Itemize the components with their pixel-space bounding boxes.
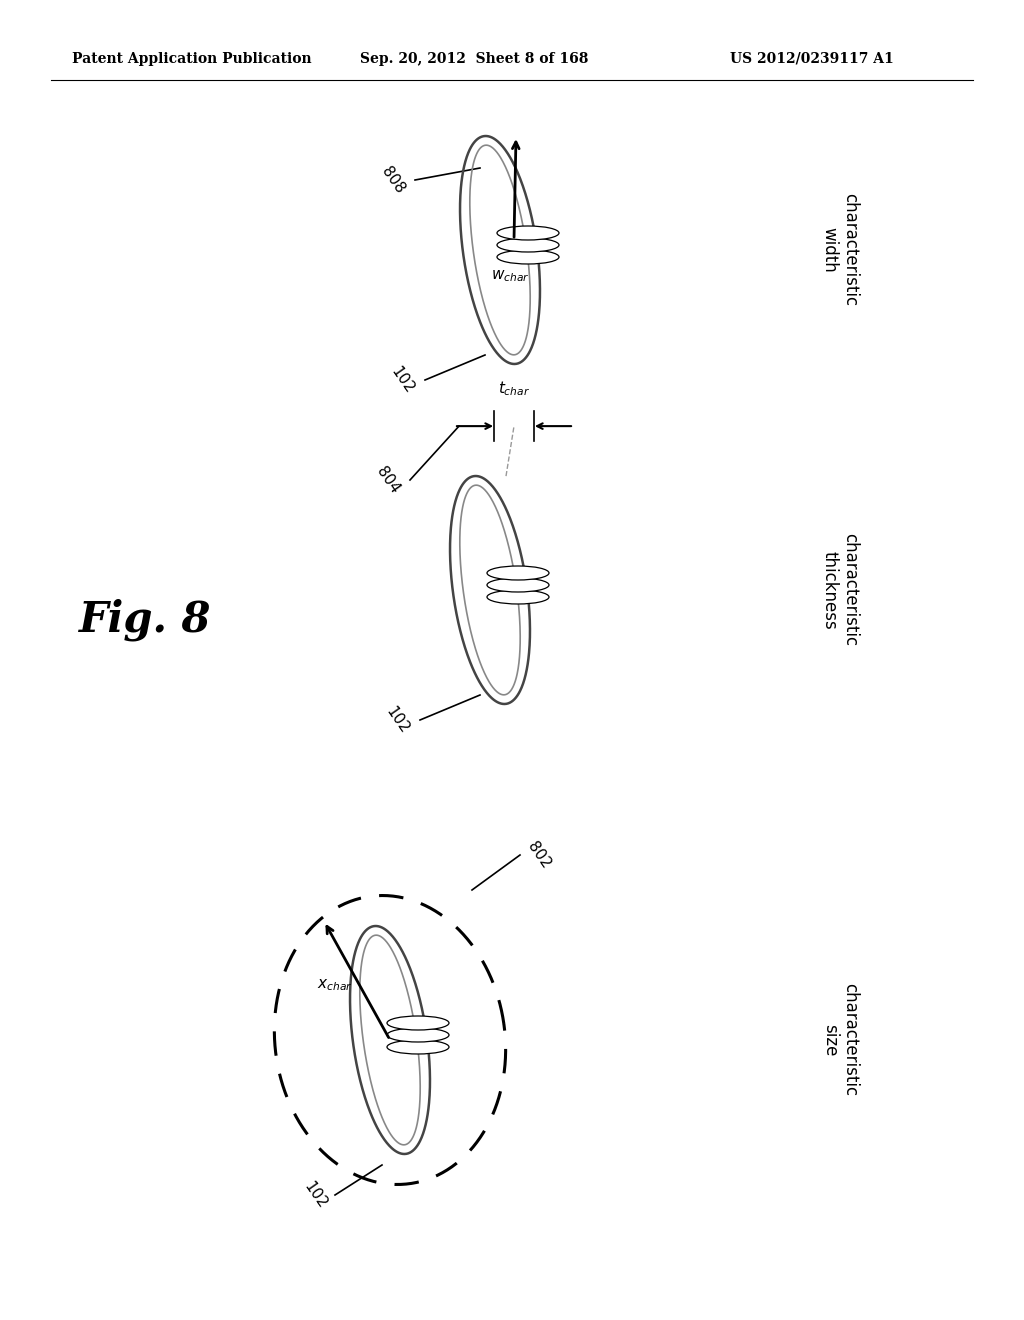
Text: $x_{char}$: $x_{char}$ xyxy=(317,977,352,993)
Text: characteristic
thickness: characteristic thickness xyxy=(820,533,859,647)
Text: characteristic
size: characteristic size xyxy=(820,983,859,1097)
Text: characteristic
width: characteristic width xyxy=(820,194,859,306)
Text: 102: 102 xyxy=(301,1179,330,1212)
Ellipse shape xyxy=(387,1028,449,1041)
Text: Patent Application Publication: Patent Application Publication xyxy=(72,51,311,66)
Ellipse shape xyxy=(487,578,549,591)
Text: 102: 102 xyxy=(388,364,417,396)
Text: 804: 804 xyxy=(373,463,402,496)
Ellipse shape xyxy=(487,566,549,579)
Text: $w_{char}$: $w_{char}$ xyxy=(490,268,529,284)
Polygon shape xyxy=(470,145,530,355)
Ellipse shape xyxy=(497,238,559,252)
Text: $t_{char}$: $t_{char}$ xyxy=(498,379,530,399)
Text: 802: 802 xyxy=(525,840,554,871)
Ellipse shape xyxy=(497,226,559,240)
Text: Sep. 20, 2012  Sheet 8 of 168: Sep. 20, 2012 Sheet 8 of 168 xyxy=(360,51,589,66)
Ellipse shape xyxy=(497,249,559,264)
Text: US 2012/0239117 A1: US 2012/0239117 A1 xyxy=(730,51,894,66)
Text: 808: 808 xyxy=(378,164,407,197)
Ellipse shape xyxy=(387,1040,449,1053)
Polygon shape xyxy=(460,486,520,694)
Text: 102: 102 xyxy=(383,704,412,737)
Ellipse shape xyxy=(487,590,549,605)
Text: Fig. 8: Fig. 8 xyxy=(79,599,211,642)
Polygon shape xyxy=(359,935,420,1144)
Ellipse shape xyxy=(387,1016,449,1030)
